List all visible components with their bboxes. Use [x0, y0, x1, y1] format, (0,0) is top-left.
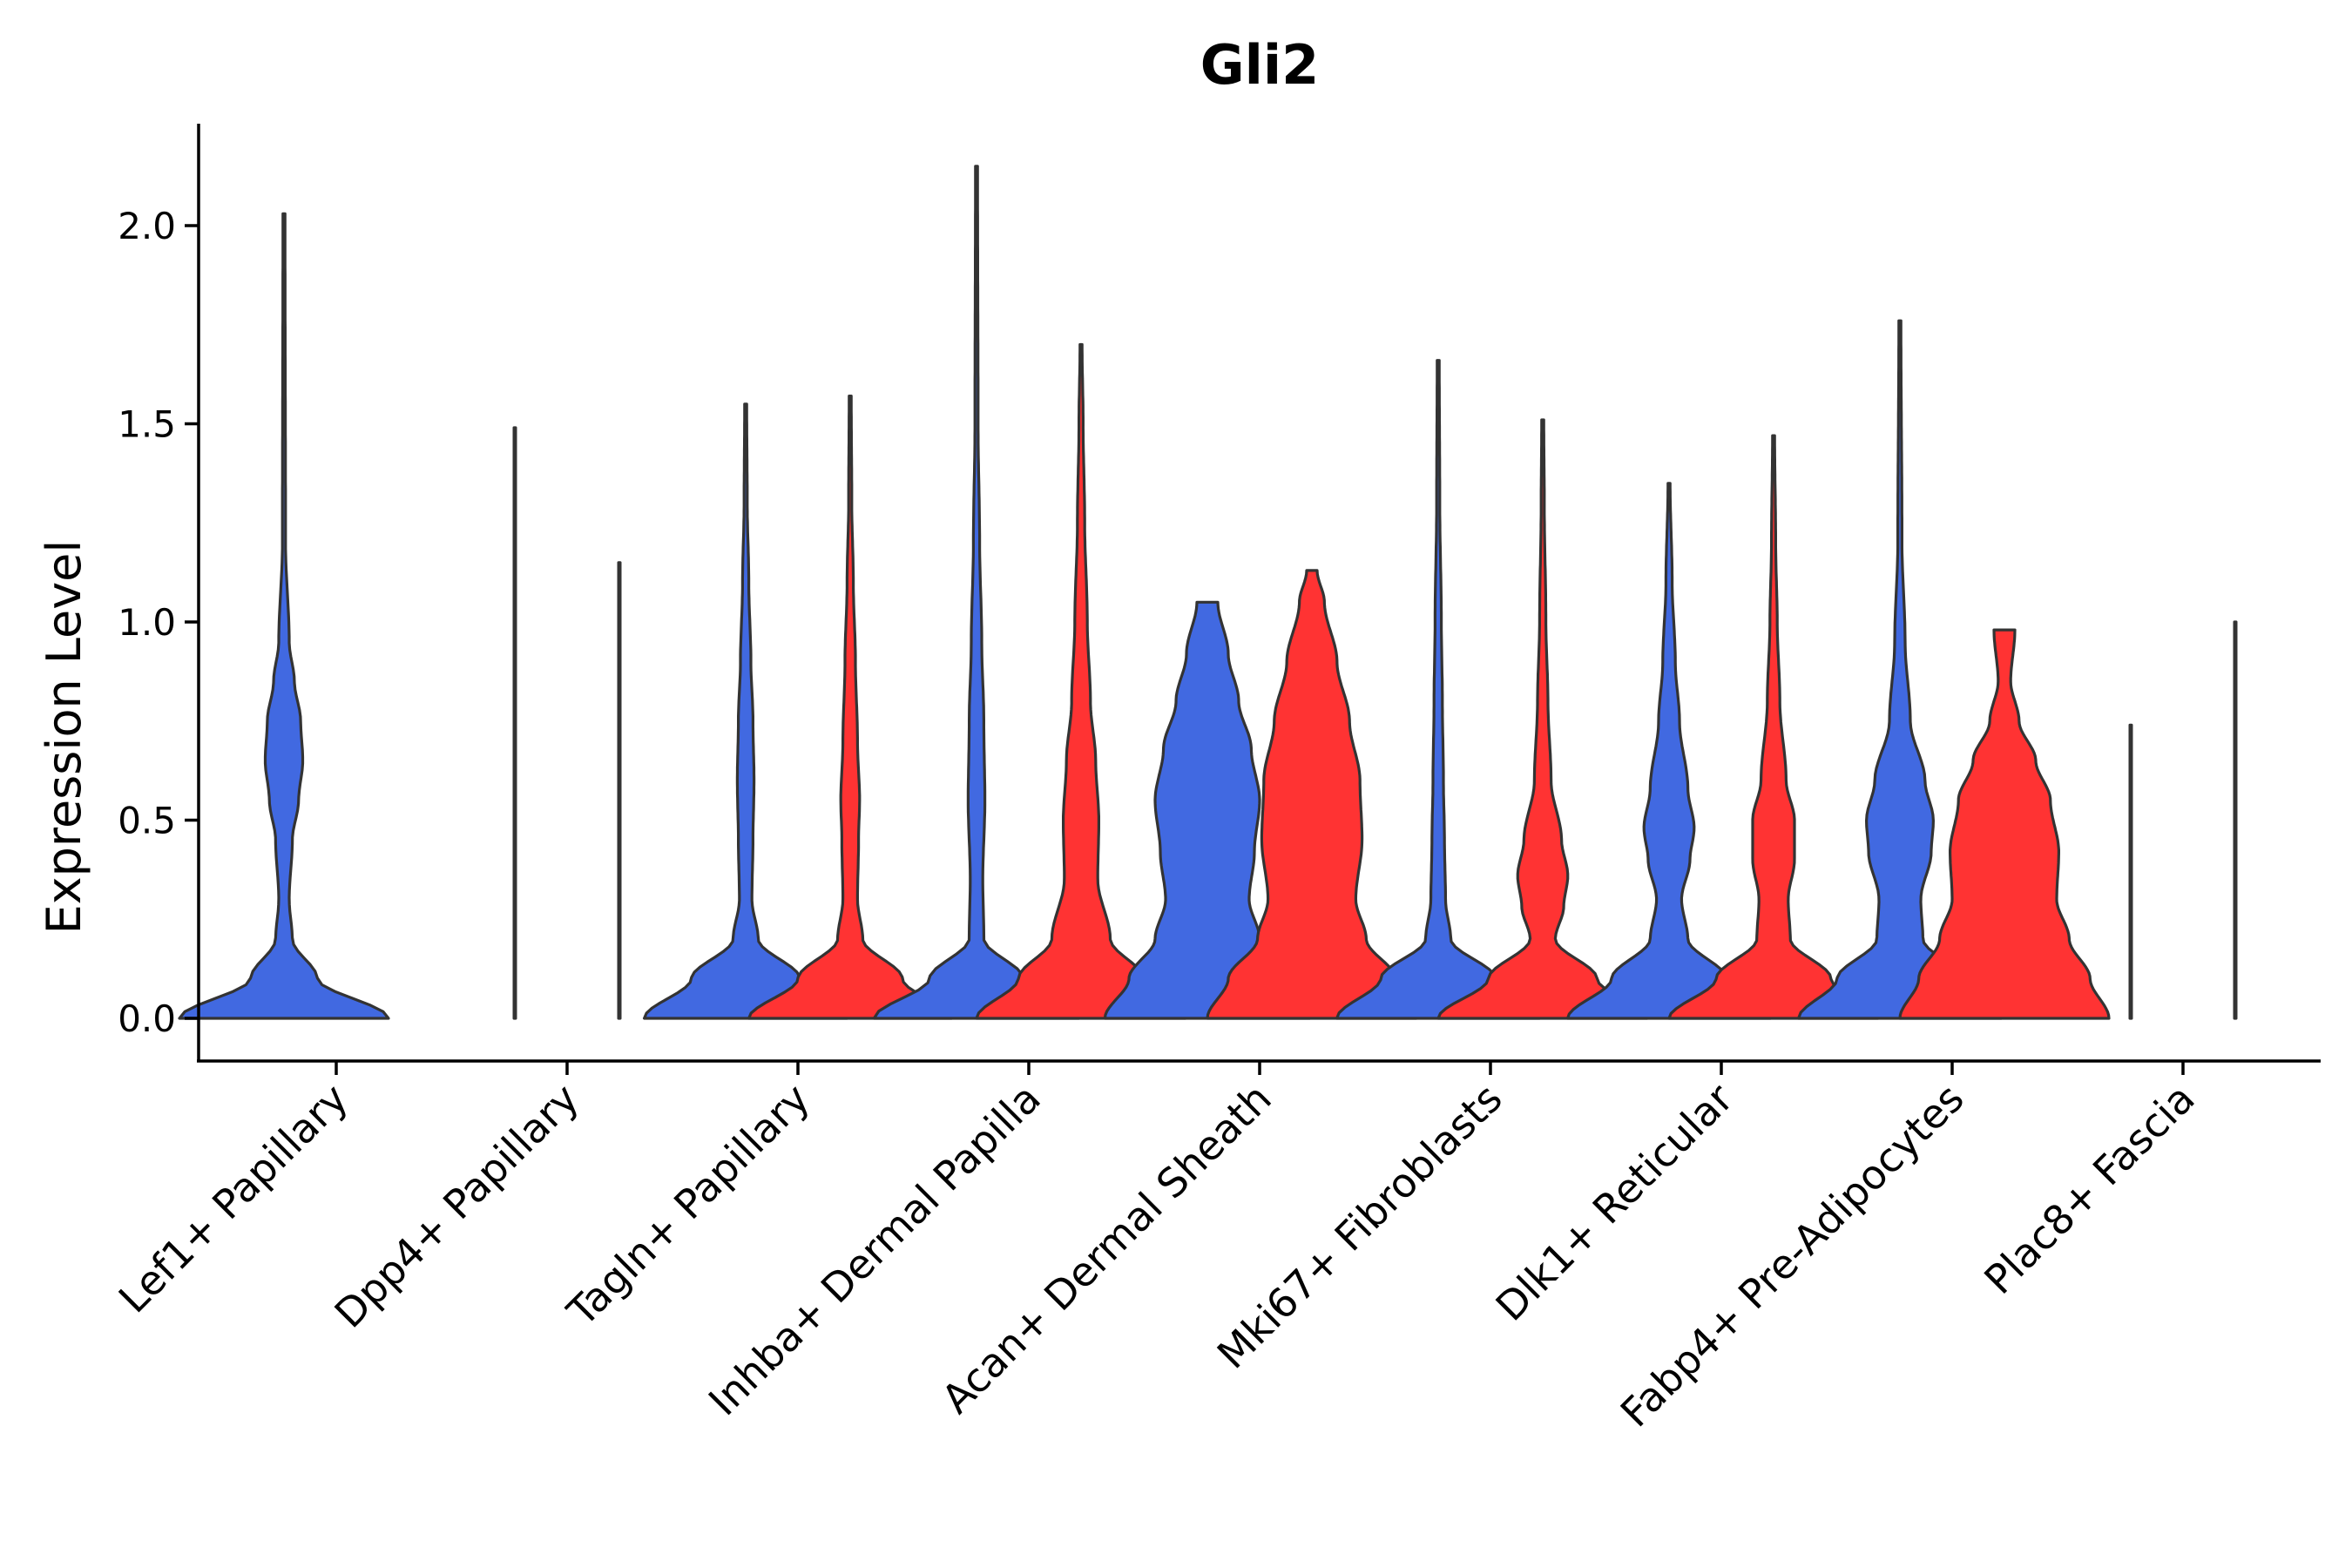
y-ticks: 0.0 0.5 1.0 1.5 2.0: [118, 205, 199, 1040]
violin-fabp4-pre-adipocytes-group-1: [1797, 319, 2003, 1020]
y-tick-label: 0.5: [118, 800, 176, 842]
y-tick-label: 0.0: [118, 997, 176, 1040]
x-tick-label: Tagln+ Papillary: [558, 1075, 819, 1336]
x-tick-label: Plac8+ Fascia: [1975, 1075, 2203, 1303]
y-tick-label: 2.0: [118, 205, 176, 247]
violin-tagln-papillary-group-1: [643, 402, 848, 1020]
violin-acan-dermal-sheath-group-2: [1206, 569, 1418, 1020]
violin-fabp4-pre-adipocytes-group-2: [1898, 628, 2111, 1020]
y-tick-label: 1.5: [118, 403, 176, 446]
violin-dlk1-reticular-group-2: [1667, 434, 1880, 1020]
violin-inhba-dermal-papilla-group-2: [975, 342, 1187, 1020]
violin-mki67-fibroblasts-group-2: [1436, 418, 1649, 1020]
chart-title: Gli2: [1200, 33, 1320, 97]
x-tick-label: Lef1+ Papillary: [110, 1075, 357, 1322]
violin-layer: [178, 165, 2238, 1020]
violin-acan-dermal-sheath-group-1: [1103, 600, 1312, 1020]
violin-dlk1-reticular-group-1: [1566, 482, 1772, 1020]
violin-inhba-dermal-papilla-group-1: [872, 165, 1081, 1020]
y-tick-label: 1.0: [118, 601, 176, 644]
violin-dpp4-papillary-group-1: [512, 426, 517, 1020]
violin-dpp4-papillary-group-2: [617, 561, 622, 1020]
x-tick-label: Dpp4+ Papillary: [326, 1075, 588, 1337]
y-axis-label: Expression Level: [37, 540, 91, 935]
violin-plac8-fascia-group-2: [2233, 620, 2238, 1020]
violin-mki67-fibroblasts-group-1: [1335, 359, 1541, 1020]
violin-lef1-papillary-group-1: [178, 212, 390, 1020]
x-tick-label: Dlk1+ Reticular: [1487, 1075, 1742, 1330]
violin-plac8-fascia-group-1: [2128, 723, 2133, 1020]
violin-tagln-papillary-group-2: [747, 395, 953, 1020]
